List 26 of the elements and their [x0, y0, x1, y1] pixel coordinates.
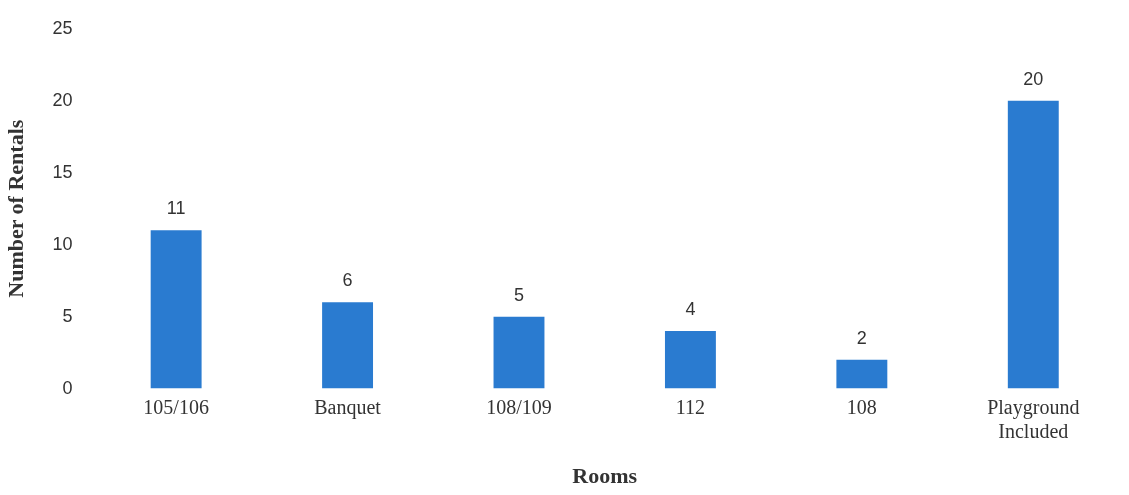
- x-tick-label: 108/109: [486, 395, 552, 418]
- data-label: 5: [513, 284, 524, 305]
- x-tick-label: Banquet: [314, 395, 382, 419]
- y-tick-label: 10: [52, 233, 73, 254]
- data-label: 6: [342, 270, 353, 291]
- data-label: 2: [856, 327, 867, 348]
- bar: [150, 230, 202, 389]
- bar: [493, 316, 545, 389]
- data-label: 11: [166, 198, 186, 219]
- bar: [322, 302, 374, 389]
- data-label: 4: [685, 299, 696, 319]
- y-tick-label: 0: [62, 377, 73, 398]
- y-tick-label: 15: [52, 161, 73, 182]
- x-tick-label: Playground Included: [987, 395, 1080, 442]
- y-axis-title: Number of Rentals: [2, 119, 28, 298]
- y-tick-label: 5: [62, 305, 73, 326]
- bar: [664, 331, 716, 389]
- x-axis-title: Rooms: [572, 463, 638, 489]
- bar: [836, 359, 888, 389]
- data-label: 20: [1023, 68, 1044, 89]
- y-tick-label: 25: [52, 17, 73, 38]
- bar: [1007, 100, 1059, 389]
- x-tick-label: 108: [846, 395, 877, 418]
- y-tick-label: 20: [52, 89, 73, 110]
- x-tick-label: 105/106: [143, 395, 209, 418]
- x-tick-label: 112: [675, 395, 706, 418]
